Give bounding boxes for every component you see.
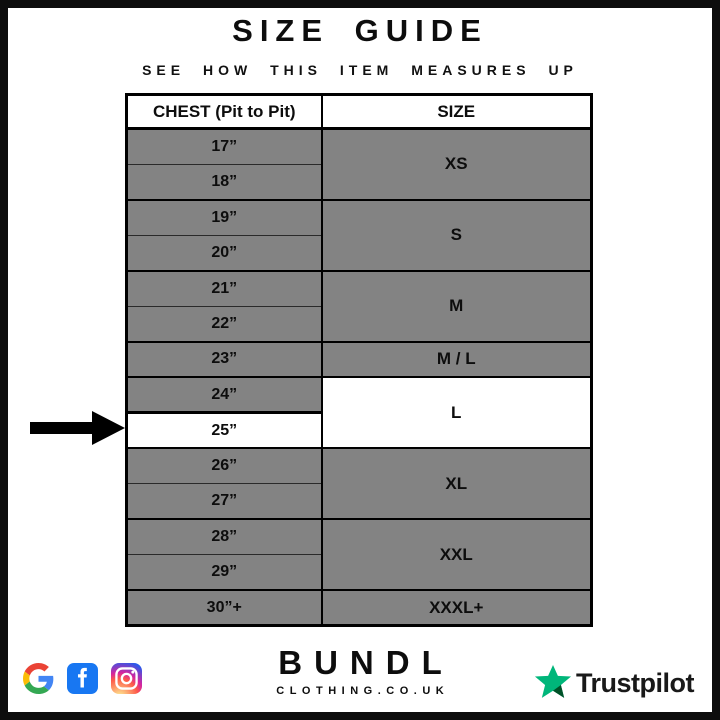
table-row: 24” L <box>126 376 592 449</box>
table-row: 17” XS <box>126 127 592 200</box>
instagram-icon <box>111 663 142 694</box>
facebook-icon <box>67 663 98 694</box>
table-row: 22” <box>126 305 592 342</box>
chest-cell: 23” <box>126 340 323 378</box>
chest-cell-highlighted: 25” <box>126 411 323 449</box>
right-arrow-icon <box>30 411 125 445</box>
chest-cell: 26” <box>126 447 323 484</box>
size-cell-l-highlighted: L <box>321 376 592 449</box>
chest-cell: 19” <box>126 198 323 236</box>
size-cell-xs: XS <box>321 127 592 200</box>
table-header-row: CHEST (Pit to Pit) SIZE <box>126 94 592 130</box>
trustpilot-logo: Trustpilot <box>534 664 695 702</box>
google-icon <box>23 663 54 694</box>
column-header-chest: CHEST (Pit to Pit) <box>126 94 323 130</box>
chest-cell: 17” <box>126 127 323 165</box>
size-cell-m: M <box>321 269 592 342</box>
trustpilot-star-icon <box>534 664 572 698</box>
chest-cell: 18” <box>126 163 323 200</box>
table-row: 29” <box>126 554 592 591</box>
brand-logo: BUNDL CLOTHING.CO.UK <box>0 644 720 697</box>
page-title: SIZE GUIDE <box>232 13 488 48</box>
table-row: 21” M <box>126 269 592 342</box>
table-row: 26” XL <box>126 447 592 520</box>
size-cell-m-l: M / L <box>321 340 592 378</box>
brand-domain: CLOTHING.CO.UK <box>276 685 450 697</box>
size-cell-xxl: XXL <box>321 518 592 591</box>
heading: SIZE GUIDE SEE HOW THIS ITEM MEASURES UP <box>0 13 720 78</box>
chest-cell: 21” <box>126 269 323 307</box>
chest-cell: 30”+ <box>126 589 323 626</box>
column-header-size: SIZE <box>321 94 592 130</box>
table-row: 30”+ XXXL+ <box>126 589 592 626</box>
size-cell-s: S <box>321 198 592 271</box>
chest-cell: 20” <box>126 234 323 271</box>
trustpilot-label: Trustpilot <box>576 667 695 698</box>
size-cell-xl: XL <box>321 447 592 520</box>
table-row: 19” S <box>126 198 592 271</box>
table-row: 28” XXL <box>126 518 592 591</box>
size-table: CHEST (Pit to Pit) SIZE 17” XS 18” 19” S… <box>125 93 593 627</box>
table-row: 27” <box>126 483 592 520</box>
table-row: 23” M / L <box>126 340 592 378</box>
chest-cell: 24” <box>126 376 323 413</box>
page-subtitle: SEE HOW THIS ITEM MEASURES UP <box>142 62 578 78</box>
table-row: 20” <box>126 234 592 271</box>
chest-cell: 29” <box>126 554 323 591</box>
chest-cell: 28” <box>126 518 323 555</box>
size-cell-xxxl: XXXL+ <box>321 589 592 626</box>
brand-name: BUNDL <box>278 644 454 681</box>
chest-cell: 27” <box>126 483 323 520</box>
social-icons <box>23 663 142 694</box>
chest-cell: 22” <box>126 305 323 342</box>
table-row-highlighted: 25” <box>126 411 592 449</box>
